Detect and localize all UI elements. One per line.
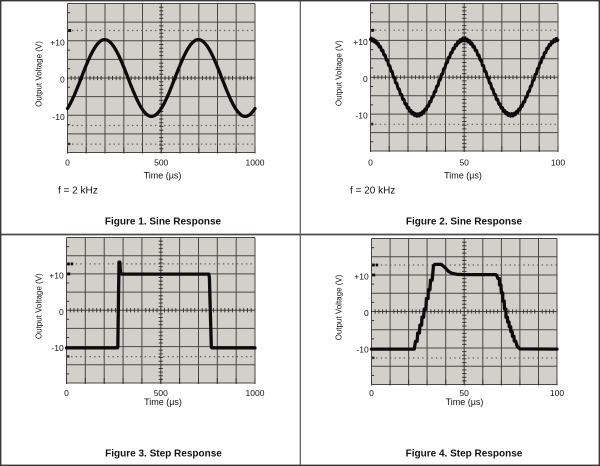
svg-text:+10: +10	[49, 271, 64, 281]
svg-text:Output Voltage (V): Output Voltage (V)	[335, 274, 344, 340]
svg-text:Output Voltage (V): Output Voltage (V)	[335, 40, 344, 106]
svg-text:Time (µs): Time (µs)	[446, 397, 484, 407]
svg-text:0: 0	[369, 388, 374, 398]
svg-text:100: 100	[550, 388, 564, 398]
svg-text:100: 100	[551, 158, 565, 168]
svg-text:50: 50	[459, 388, 469, 398]
svg-text:0: 0	[368, 158, 373, 168]
svg-text:f = 2 kHz: f = 2 kHz	[58, 185, 98, 196]
svg-text:Time (µs): Time (µs)	[444, 170, 482, 180]
svg-text:Time (µs): Time (µs)	[144, 170, 182, 180]
svg-text:f = 20 kHz: f = 20 kHz	[350, 185, 395, 196]
svg-text:Output Voltage (V): Output Voltage (V)	[35, 273, 44, 339]
svg-text:Figure 4. Step Response: Figure 4. Step Response	[406, 448, 523, 459]
svg-text:Figure 2. Sine Response: Figure 2. Sine Response	[406, 216, 523, 227]
svg-text:0: 0	[64, 388, 69, 398]
svg-text:0: 0	[60, 75, 65, 85]
svg-text:-10: -10	[52, 112, 65, 122]
svg-text:-10: -10	[355, 111, 368, 121]
svg-text:0: 0	[65, 158, 70, 168]
svg-text:-10: -10	[356, 345, 369, 355]
svg-text:500: 500	[154, 158, 168, 168]
svg-text:1000: 1000	[246, 158, 265, 168]
svg-text:500: 500	[154, 388, 168, 398]
svg-text:Time (µs): Time (µs)	[144, 397, 182, 407]
svg-text:+10: +10	[354, 272, 369, 282]
svg-text:Figure 3. Step Response: Figure 3. Step Response	[105, 448, 222, 459]
svg-text:0: 0	[59, 307, 64, 317]
svg-text:1000: 1000	[246, 388, 265, 398]
svg-text:50: 50	[459, 158, 469, 168]
svg-text:0: 0	[364, 308, 369, 318]
svg-text:0: 0	[363, 74, 368, 84]
svg-text:Figure 1. Sine Response: Figure 1. Sine Response	[105, 216, 222, 227]
svg-text:Output Voltage (V): Output Voltage (V)	[35, 41, 44, 107]
svg-text:+10: +10	[50, 37, 65, 47]
svg-text:-10: -10	[51, 343, 64, 353]
svg-text:+10: +10	[353, 37, 368, 47]
